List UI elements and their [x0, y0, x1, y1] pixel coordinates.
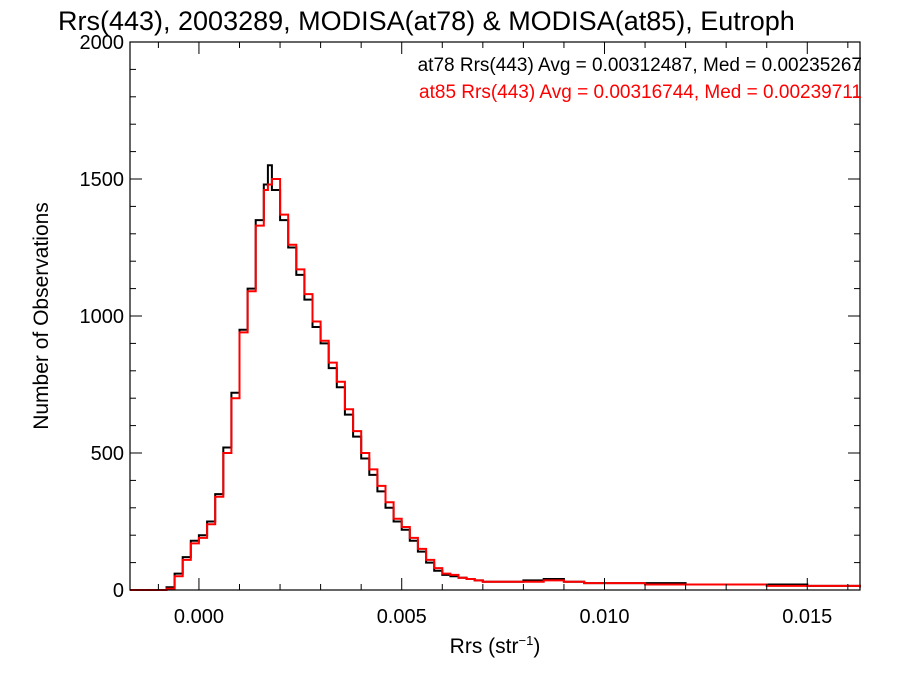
y-tick-label: 1500: [80, 169, 125, 191]
x-tick-label: 0.015: [782, 606, 832, 628]
x-axis-ticks: 0.000 0.005 0.010 0.015: [157, 42, 849, 628]
y-tick-label: 2000: [80, 32, 125, 54]
annotation-at85: at85 Rrs(443) Avg = 0.00316744, Med = 0.…: [419, 82, 862, 103]
annotation-at78: at78 Rrs(443) Avg = 0.00312487, Med = 0.…: [418, 55, 862, 76]
x-tick-label: 0.005: [377, 606, 427, 628]
y-axis-label: Number of Observations: [30, 202, 53, 430]
chart-title: Rrs(443), 2003289, MODISA(at78) & MODISA…: [58, 6, 795, 36]
x-tick-label: 0.000: [174, 606, 224, 628]
y-tick-label: 1000: [80, 306, 125, 328]
y-tick-label: 500: [91, 443, 124, 465]
x-axis-label-main: Rrs (str: [450, 635, 519, 658]
x-axis-label: Rrs (str−1): [450, 633, 541, 658]
y-axis-ticks: 0 500 1000 1500 2000: [80, 32, 860, 602]
series-layer: [130, 164, 861, 591]
y-tick-label: 0: [113, 580, 124, 602]
x-tick-label: 0.010: [579, 606, 629, 628]
x-axis-label-superscript: −1: [519, 633, 534, 648]
series-line-at85: [130, 178, 861, 591]
x-axis-label-close: ): [533, 635, 540, 658]
